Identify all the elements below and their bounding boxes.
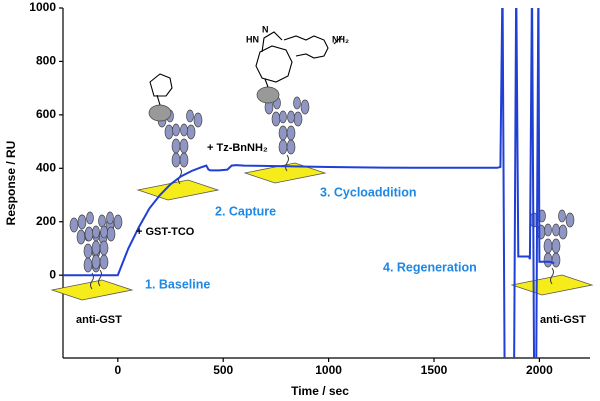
antibody-domain <box>271 111 281 127</box>
x-tick-label: 0 <box>114 363 121 377</box>
antibody-domain <box>186 124 196 140</box>
annotation: + GST-TCO <box>136 226 195 238</box>
annotation: anti-GST <box>76 314 122 326</box>
y-tick-label: 200 <box>36 214 56 228</box>
illustrations <box>50 31 594 301</box>
annotation: 4. Regeneration <box>383 260 477 274</box>
antibody-domain <box>100 225 108 239</box>
antibody-domain <box>286 125 296 141</box>
antibody-domain <box>83 243 93 259</box>
antibody-domain <box>172 123 180 137</box>
antibody-domain <box>92 225 100 239</box>
antibody-domain <box>552 223 560 237</box>
annotation: + Tz-BnNH₂ <box>207 142 268 154</box>
data-line <box>63 8 555 358</box>
antibody-domain <box>171 152 181 168</box>
cycloadduct <box>255 31 343 88</box>
antibody-domain <box>84 226 94 242</box>
annotation: HN <box>246 34 259 44</box>
antibody-domain <box>106 226 116 242</box>
antibody-domain <box>558 209 566 223</box>
antibody-domain <box>293 96 301 110</box>
antibody-domain <box>279 110 287 124</box>
y-tick-label: 800 <box>36 54 56 68</box>
sensor-chip <box>510 274 594 296</box>
antibody-domain <box>536 224 546 240</box>
y-tick-label: 1000 <box>29 0 56 14</box>
sensor-chip <box>136 179 220 201</box>
linker <box>285 154 289 172</box>
annotation: 1. Baseline <box>145 277 210 291</box>
linker <box>98 269 102 287</box>
antibody-domain <box>77 214 87 230</box>
x-axis-label: Time / sec <box>291 384 349 398</box>
antibody-domain <box>179 138 189 154</box>
antibody-domain <box>171 138 181 154</box>
antibody-domain <box>164 124 174 140</box>
antibody-domain <box>91 240 101 256</box>
antibody-domain <box>86 211 94 225</box>
x-tick-label: 1500 <box>421 363 448 377</box>
y-tick-label: 600 <box>36 107 56 121</box>
antibody-domain <box>186 109 194 123</box>
antibody-domain <box>300 99 310 115</box>
antibody-domain <box>106 211 114 225</box>
x-tick-label: 1000 <box>315 363 342 377</box>
antibody-domain <box>544 223 552 237</box>
antibody-domain <box>83 257 93 273</box>
antibody-domain <box>278 139 288 155</box>
antibody-domain <box>287 110 295 124</box>
antibody-domain <box>543 252 553 268</box>
x-tick-label: 500 <box>213 363 233 377</box>
annotation: anti-GST <box>540 314 586 326</box>
antibody-domain <box>551 238 561 254</box>
antibody-domain <box>113 214 123 230</box>
antibody-domain <box>69 217 79 233</box>
antibody-domain <box>286 139 296 155</box>
antibody-domain <box>99 254 109 270</box>
sensor-chip <box>50 279 134 301</box>
antibody-domain <box>91 254 101 270</box>
antibody-domain <box>179 152 189 168</box>
antibody-domain <box>543 238 553 254</box>
antibody-domain <box>193 112 203 128</box>
antibody-domain <box>99 240 109 256</box>
gst-protein <box>148 104 172 122</box>
x-tick-label: 2000 <box>526 363 553 377</box>
antibody-domain <box>278 125 288 141</box>
linker <box>550 267 554 285</box>
y-axis-label: Response / RU <box>4 141 18 226</box>
antibody-domain <box>98 214 106 228</box>
annotation: N <box>262 24 269 34</box>
antibody-domain <box>565 212 575 228</box>
antibody-domain <box>76 229 86 245</box>
annotation: 2. Capture <box>215 204 276 218</box>
antibody-domain <box>551 252 561 268</box>
annotation: NH₂ <box>332 34 349 44</box>
gst-protein <box>256 86 280 104</box>
antibody-domain <box>180 123 188 137</box>
antibody-domain <box>293 111 303 127</box>
antibody-domain <box>558 224 568 240</box>
y-tick-label: 0 <box>49 267 56 281</box>
annotation: 3. Cycloaddition <box>320 185 417 199</box>
y-tick-label: 400 <box>36 160 56 174</box>
tco-group <box>149 73 173 106</box>
